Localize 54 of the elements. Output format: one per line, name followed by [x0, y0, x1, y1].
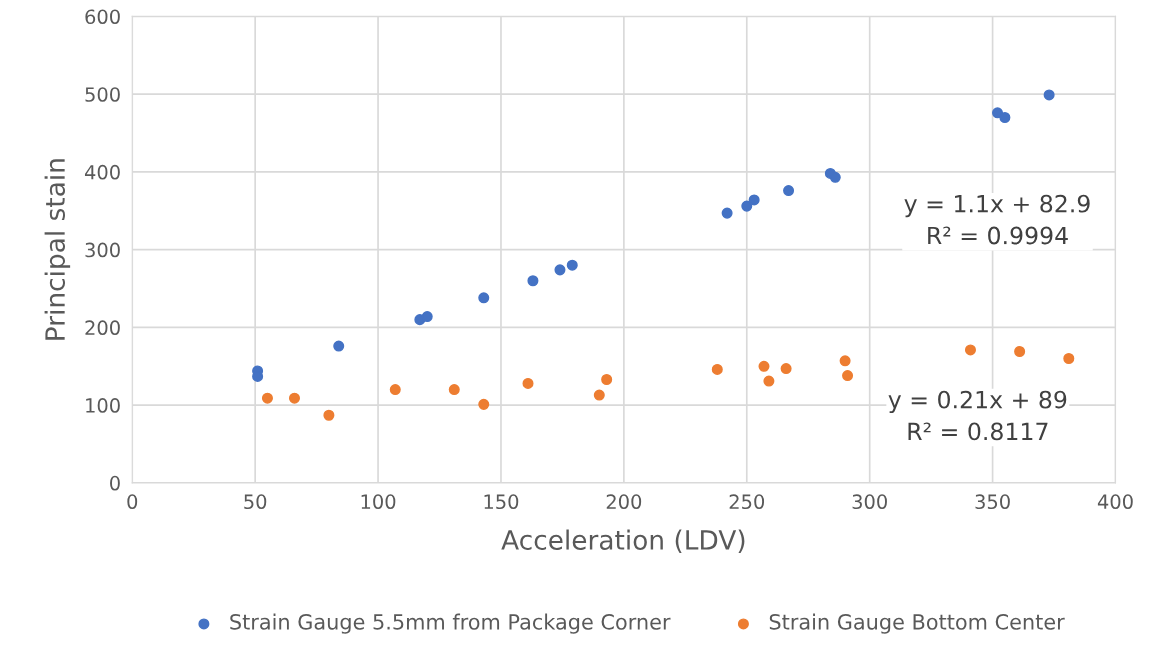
point	[763, 375, 775, 387]
point	[1063, 352, 1075, 365]
x-tick-label: 250	[729, 494, 765, 510]
x-tick-label: 350	[975, 494, 1010, 510]
point	[389, 384, 401, 396]
point	[593, 389, 605, 401]
point	[780, 363, 792, 375]
x-tick-label: 0	[127, 494, 138, 510]
x-tick-label: 400	[1097, 494, 1133, 510]
point	[1014, 345, 1026, 358]
legend-label: Strain Gauge Bottom Center	[769, 613, 1065, 634]
point	[288, 392, 300, 404]
y-tick-label: 500	[85, 87, 120, 102]
point	[421, 311, 433, 323]
point	[527, 275, 539, 287]
y-axis-title: Principal stain	[44, 159, 71, 340]
point	[999, 111, 1011, 123]
point	[478, 292, 490, 304]
point	[522, 377, 534, 389]
point	[323, 409, 335, 421]
x-tick-label: 50	[244, 494, 267, 510]
legend-label: Strain Gauge 5.5mm from Package Corner	[230, 613, 671, 634]
x-tick-label: 300	[852, 494, 887, 510]
point	[1043, 89, 1055, 101]
x-tick-label: 100	[361, 494, 396, 510]
y-tick-label: 200	[85, 320, 120, 336]
y-tick-label: 600	[85, 9, 120, 25]
point	[842, 370, 854, 382]
point	[601, 373, 613, 386]
point	[839, 355, 851, 367]
point	[566, 259, 578, 271]
y-tick-label: 300	[85, 242, 120, 258]
point	[992, 107, 1004, 119]
point	[448, 384, 460, 396]
y-tick-label: 0	[110, 475, 120, 491]
annotation: y = 1.1x + 82.9 R² = 0.9994	[904, 194, 1090, 245]
y-tick-label: 100	[86, 398, 120, 413]
point	[554, 264, 566, 276]
point	[748, 194, 760, 206]
y-tick-label: 400	[84, 164, 120, 180]
x-axis-title: Acceleration (LDV)	[501, 529, 745, 554]
point	[721, 207, 733, 219]
point	[783, 185, 795, 197]
point	[478, 398, 490, 410]
point	[711, 363, 723, 375]
annotation: y = 0.21x + 89 R² = 0.8117	[888, 390, 1067, 441]
point	[741, 200, 753, 212]
x-tick-label: 150	[484, 494, 519, 510]
point	[964, 344, 976, 356]
point	[261, 392, 273, 404]
point	[333, 340, 345, 352]
point	[758, 360, 770, 372]
x-tick-label: 200	[606, 494, 642, 510]
point	[829, 171, 841, 183]
